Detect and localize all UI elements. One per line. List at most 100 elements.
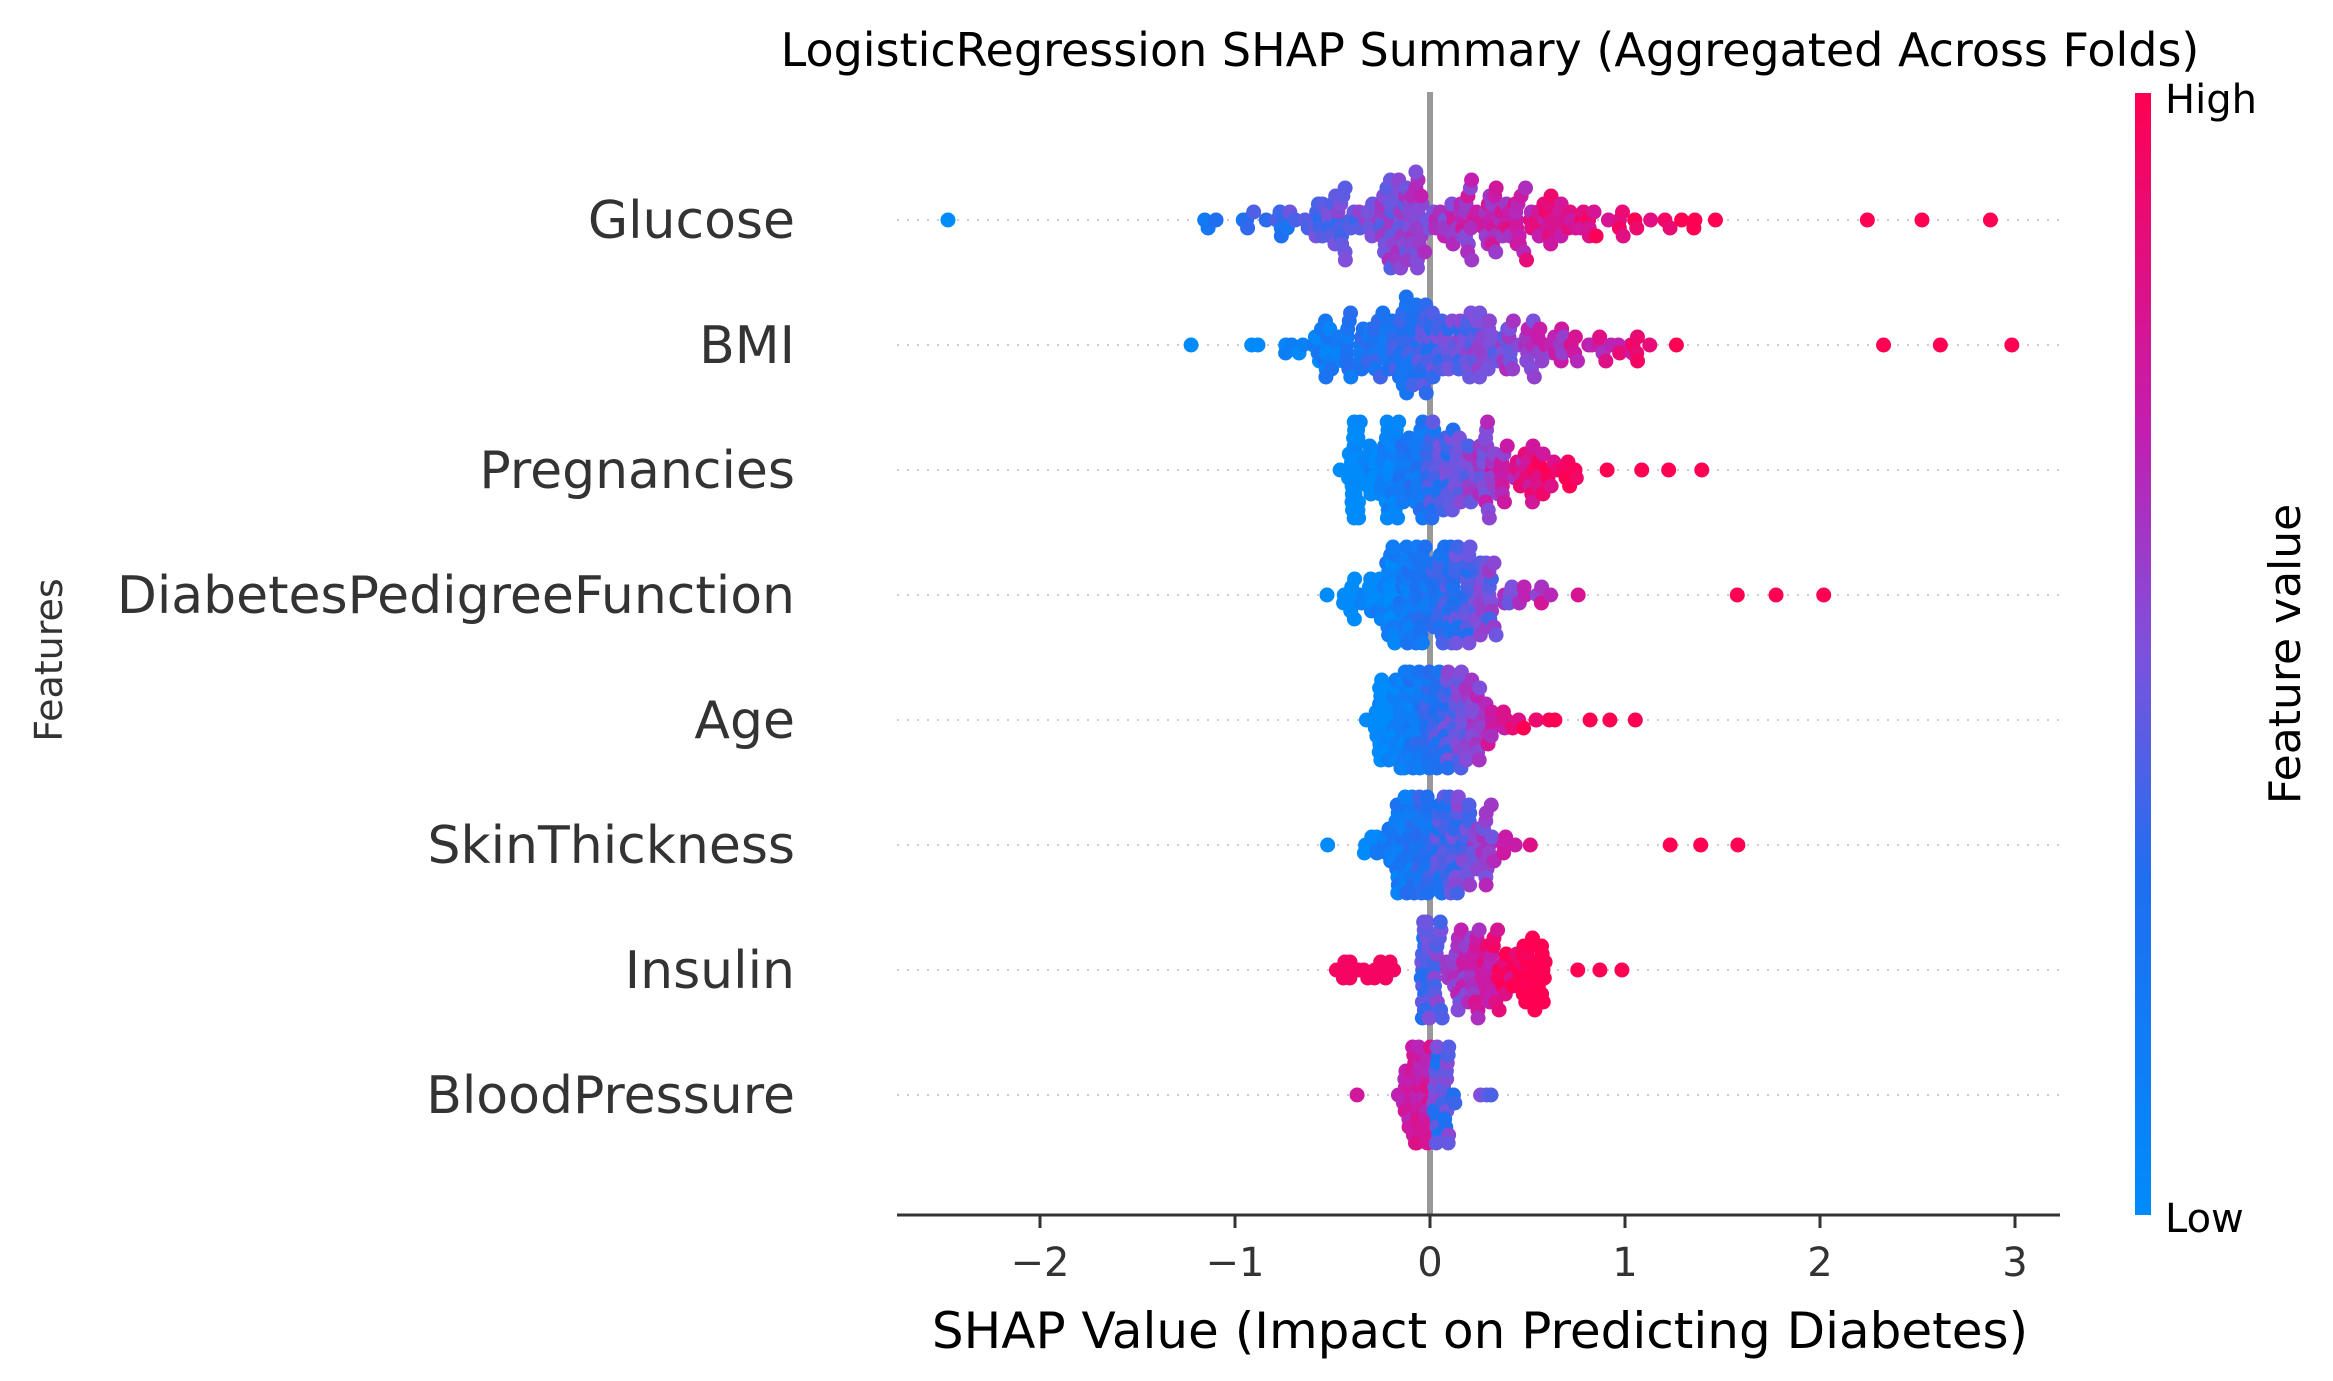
shap-point bbox=[1440, 760, 1456, 776]
shap-point bbox=[1432, 914, 1448, 930]
shap-point bbox=[1409, 260, 1425, 276]
shap-point bbox=[1428, 1135, 1444, 1151]
shap-point bbox=[1425, 414, 1441, 430]
shap-point bbox=[1450, 1002, 1466, 1018]
shap-point bbox=[1460, 438, 1476, 454]
shap-point bbox=[1470, 1010, 1486, 1026]
colorbar-high-label: High bbox=[2165, 77, 2257, 123]
shap-point bbox=[1662, 220, 1678, 236]
feature-label: Insulin bbox=[625, 941, 795, 1001]
shap-point bbox=[1458, 752, 1474, 768]
shap-point bbox=[1488, 180, 1504, 196]
shap-point bbox=[1505, 361, 1521, 377]
feature-label: SkinThickness bbox=[427, 816, 795, 876]
feature-label: Age bbox=[694, 691, 795, 751]
shap-point bbox=[1421, 1010, 1437, 1026]
shap-point bbox=[1449, 885, 1465, 901]
shap-point bbox=[1320, 837, 1336, 853]
shap-point bbox=[1570, 962, 1586, 978]
shap-point bbox=[1694, 462, 1710, 478]
shap-point bbox=[1419, 914, 1435, 930]
shap-point bbox=[2004, 337, 2020, 353]
shap-point bbox=[1356, 845, 1372, 861]
shap-point bbox=[940, 212, 956, 228]
shap-point bbox=[1461, 797, 1477, 813]
shap-point bbox=[1612, 345, 1628, 361]
shap-point bbox=[1496, 494, 1512, 510]
feature-label: BMI bbox=[699, 316, 795, 376]
shap-point bbox=[1461, 635, 1477, 651]
x-tick-label: 2 bbox=[1807, 1240, 1832, 1286]
shap-point bbox=[1488, 627, 1504, 643]
shap-point bbox=[1516, 720, 1532, 736]
shap-point bbox=[1592, 329, 1608, 345]
shap-point bbox=[1481, 510, 1497, 526]
shap-point bbox=[1362, 438, 1378, 454]
shap-point bbox=[1471, 752, 1487, 768]
shap-point bbox=[1352, 414, 1368, 430]
shap-point bbox=[1534, 938, 1550, 954]
shap-point bbox=[1486, 555, 1502, 571]
shap-point bbox=[1419, 789, 1435, 805]
shap-point bbox=[1570, 587, 1586, 603]
shap-point bbox=[1337, 180, 1353, 196]
shap-point bbox=[1532, 321, 1548, 337]
shap-point bbox=[1586, 204, 1602, 220]
shap-point bbox=[1524, 494, 1540, 510]
shap-point bbox=[1536, 970, 1552, 986]
shap-point bbox=[1484, 829, 1500, 845]
shap-point bbox=[1517, 587, 1533, 603]
shap-point bbox=[1505, 313, 1521, 329]
shap-point bbox=[1351, 510, 1367, 526]
feature-label: Glucose bbox=[588, 191, 795, 251]
shap-point bbox=[1634, 462, 1650, 478]
x-axis-label: SHAP Value (Impact on Predicting Diabete… bbox=[932, 1302, 2028, 1360]
shap-point bbox=[1414, 635, 1430, 651]
shap-point bbox=[1250, 337, 1266, 353]
x-tick-label: −2 bbox=[1011, 1240, 1070, 1286]
shap-point bbox=[1629, 220, 1645, 236]
shap-point bbox=[1932, 337, 1948, 353]
shap-point bbox=[1463, 220, 1479, 236]
shap-point bbox=[1491, 1002, 1507, 1018]
shap-point bbox=[1420, 885, 1436, 901]
feature-label: BloodPressure bbox=[426, 1066, 795, 1126]
x-tick-label: 0 bbox=[1417, 1240, 1442, 1286]
shap-point bbox=[1246, 204, 1262, 220]
shap-point bbox=[1440, 1135, 1456, 1151]
feature-label: DiabetesPedigreeFunction bbox=[117, 566, 795, 626]
shap-point bbox=[1599, 462, 1615, 478]
shap-point bbox=[1518, 180, 1534, 196]
shap-point bbox=[1347, 571, 1363, 587]
shap-point bbox=[1614, 962, 1630, 978]
shap-point bbox=[1324, 361, 1340, 377]
shap-point bbox=[1567, 329, 1583, 345]
feature-label: Pregnancies bbox=[479, 441, 795, 501]
x-axis-ticks: −2 −1 0 1 2 3 bbox=[1011, 1215, 2028, 1286]
shap-point bbox=[1429, 760, 1445, 776]
chart-title: LogisticRegression SHAP Summary (Aggrega… bbox=[781, 23, 2200, 77]
shap-point bbox=[1471, 922, 1487, 938]
shap-point bbox=[1614, 204, 1630, 220]
shap-point bbox=[1816, 587, 1832, 603]
shap-point bbox=[1543, 478, 1559, 494]
shap-point bbox=[1462, 877, 1478, 893]
shap-point bbox=[1629, 329, 1645, 345]
shap-point bbox=[1484, 704, 1500, 720]
shap-point bbox=[1462, 539, 1478, 555]
shap-point bbox=[1674, 212, 1690, 228]
shap-point bbox=[1258, 212, 1274, 228]
shap-point bbox=[1600, 212, 1616, 228]
colorbar bbox=[2135, 93, 2151, 1215]
shap-point bbox=[1450, 789, 1466, 805]
shap-point bbox=[1730, 837, 1746, 853]
shap-point bbox=[1208, 212, 1224, 228]
shap-point bbox=[1349, 1087, 1365, 1103]
shap-point bbox=[1490, 922, 1506, 938]
shap-point bbox=[1507, 837, 1523, 853]
shap-point bbox=[1478, 877, 1494, 893]
colorbar-label: Feature value bbox=[2260, 504, 2311, 804]
feature-labels: Glucose BMI Pregnancies DiabetesPedigreeFun… bbox=[117, 191, 795, 1126]
shap-point bbox=[1429, 1039, 1445, 1055]
shap-point bbox=[1662, 837, 1678, 853]
